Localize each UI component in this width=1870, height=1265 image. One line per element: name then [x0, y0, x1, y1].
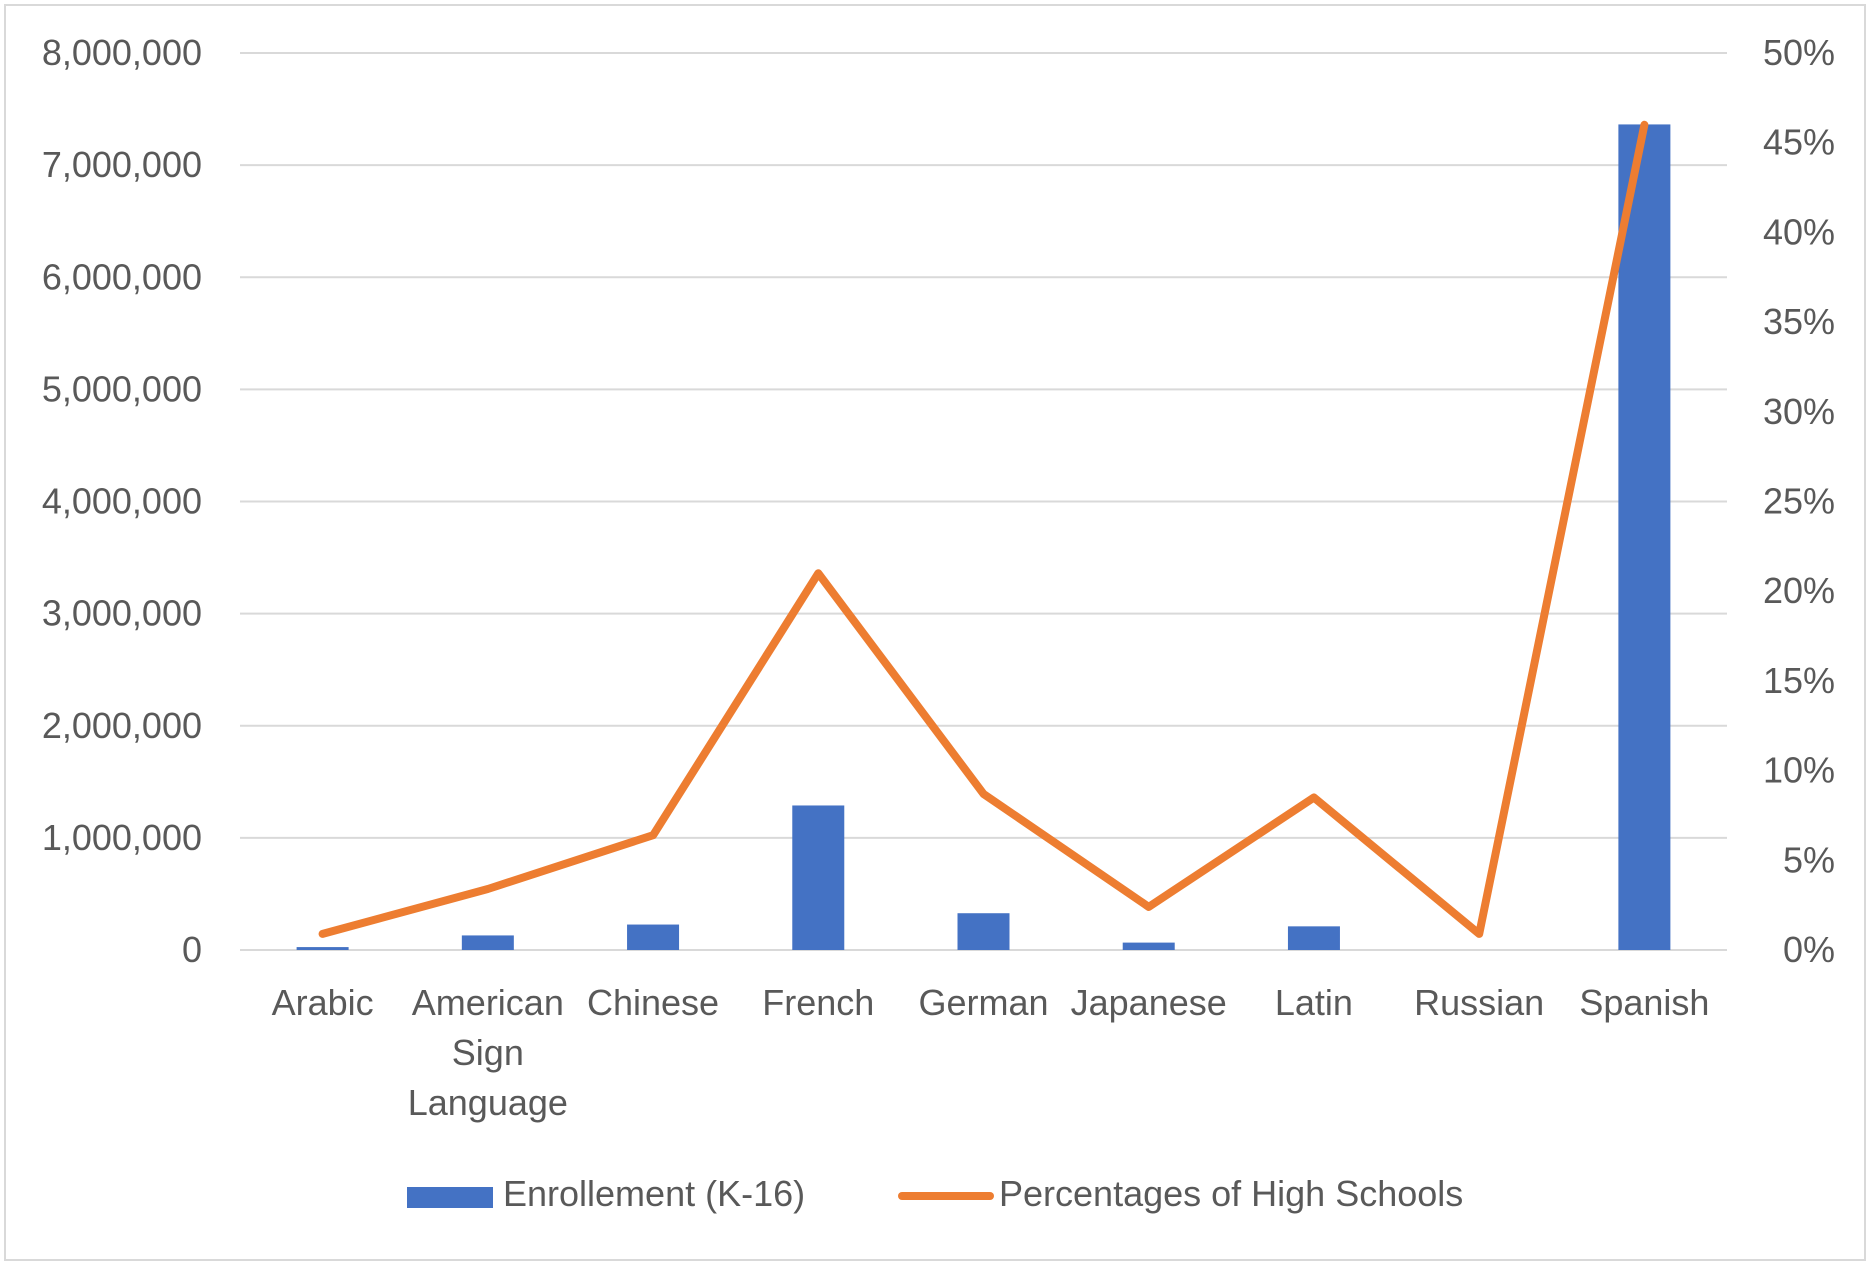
right-axis-tick-label: 40%: [1763, 211, 1835, 252]
left-axis-tick-label: 6,000,000: [42, 256, 202, 297]
category-label: French: [762, 982, 874, 1023]
category-label: Latin: [1275, 982, 1353, 1023]
line-point: [982, 792, 985, 795]
right-axis-tick-label: 25%: [1763, 481, 1835, 522]
bar: [957, 913, 1010, 950]
bar: [1287, 926, 1340, 950]
line-point: [321, 932, 324, 935]
bar: [627, 924, 680, 950]
bar: [296, 947, 349, 950]
bar: [461, 935, 514, 950]
line-point: [817, 572, 820, 575]
bar: [1122, 942, 1175, 950]
line-point: [1312, 796, 1315, 799]
category-labels: Arabic American Sign Language Chinese French G…: [272, 982, 1710, 1123]
legend-swatch-enrollment: [407, 1187, 493, 1208]
category-label: German: [918, 982, 1048, 1023]
left-axis-tick-label: 0: [182, 929, 202, 970]
left-axis-tick-label: 2,000,000: [42, 705, 202, 746]
category-label: Arabic: [272, 982, 374, 1023]
category-label: Spanish: [1579, 982, 1709, 1023]
line-point: [1643, 123, 1646, 126]
legend: Enrollement (K-16) Percentages of High S…: [407, 1173, 1463, 1214]
right-axis-tick-labels: 0% 5% 10% 15% 20% 25% 30% 35% 40% 45% 50%: [1763, 32, 1835, 970]
category-label: American Sign Language: [408, 982, 568, 1123]
enrollment-bars: [296, 124, 1671, 950]
right-axis-tick-label: 45%: [1763, 122, 1835, 163]
left-axis-tick-labels: 0 1,000,000 2,000,000 3,000,000 4,000,000 5,0…: [42, 32, 202, 970]
percentage-line: [318, 120, 1649, 938]
line-point: [486, 888, 489, 891]
right-axis-tick-label: 20%: [1763, 570, 1835, 611]
right-axis-tick-label: 35%: [1763, 301, 1835, 342]
legend-item-percentage: Percentages of High Schools: [898, 1173, 1463, 1214]
legend-item-enrollment: Enrollement (K-16): [407, 1173, 805, 1214]
gridlines: [240, 52, 1727, 951]
right-axis-tick-label: 15%: [1763, 660, 1835, 701]
right-axis-tick-label: 5%: [1783, 839, 1835, 880]
bar: [1618, 124, 1671, 950]
line-point: [1147, 905, 1150, 908]
line-point: [652, 834, 655, 837]
category-label: Russian: [1414, 982, 1544, 1023]
line-point: [1478, 932, 1481, 935]
right-axis-tick-label: 50%: [1763, 32, 1835, 73]
legend-label-enrollment: Enrollement (K-16): [503, 1173, 805, 1214]
category-label: Japanese: [1071, 982, 1227, 1023]
left-axis-tick-label: 7,000,000: [42, 144, 202, 185]
legend-label-percentage: Percentages of High Schools: [999, 1173, 1463, 1214]
left-axis-tick-label: 3,000,000: [42, 593, 202, 634]
right-axis-tick-label: 10%: [1763, 750, 1835, 791]
left-axis-tick-label: 1,000,000: [42, 817, 202, 858]
category-label: Chinese: [587, 982, 719, 1023]
right-axis-tick-label: 0%: [1783, 929, 1835, 970]
left-axis-tick-label: 5,000,000: [42, 368, 202, 409]
chart-border: [4, 4, 1866, 1261]
left-axis-tick-label: 8,000,000: [42, 32, 202, 73]
left-axis-tick-label: 4,000,000: [42, 481, 202, 522]
bar: [792, 805, 845, 950]
right-axis-tick-label: 30%: [1763, 391, 1835, 432]
